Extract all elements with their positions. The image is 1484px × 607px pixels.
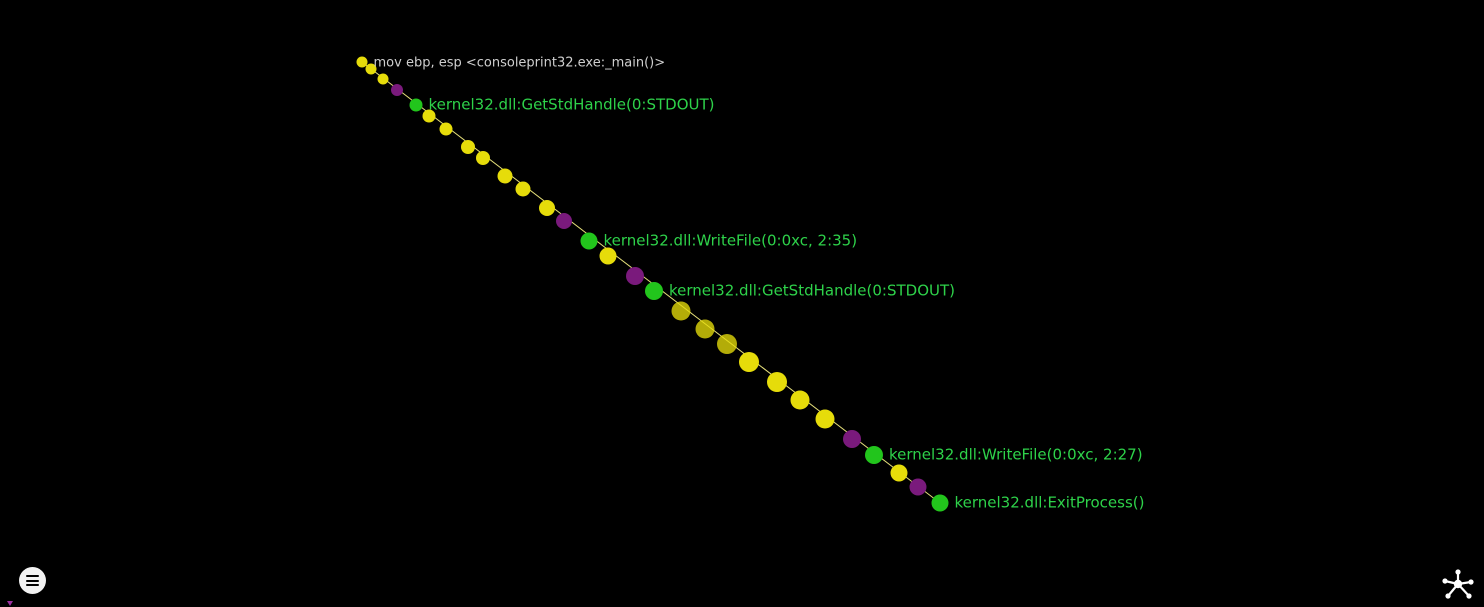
instruction-node[interactable]	[739, 352, 759, 372]
instruction-node[interactable]	[890, 464, 908, 482]
instruction-node[interactable]	[695, 319, 715, 339]
instruction-node[interactable]	[717, 334, 737, 354]
instruction-node[interactable]	[671, 301, 691, 321]
instruction-node[interactable]	[515, 181, 531, 197]
instruction-node[interactable]	[767, 372, 787, 392]
instruction-node[interactable]	[422, 109, 436, 123]
instruction-node[interactable]	[497, 168, 513, 184]
instruction-node[interactable]	[599, 247, 617, 265]
instruction-node[interactable]	[461, 140, 475, 154]
instruction-node[interactable]	[377, 73, 389, 85]
corner-marker-icon	[7, 601, 13, 606]
instruction-node[interactable]	[815, 409, 835, 429]
instruction-node[interactable]	[439, 122, 453, 136]
api-call-node[interactable]	[409, 98, 423, 112]
jump-node[interactable]	[556, 213, 572, 229]
jump-node[interactable]	[909, 478, 927, 496]
trace-edge	[361, 61, 941, 504]
jump-node[interactable]	[843, 430, 861, 448]
jump-node[interactable]	[391, 84, 403, 96]
api-call-node[interactable]	[580, 232, 598, 250]
api-call-node[interactable]	[931, 494, 949, 512]
instruction-node[interactable]	[356, 56, 368, 68]
trace-node-layer	[356, 56, 949, 512]
root-node-label: mov ebp, esp <consoleprint32.exe:_main()…	[374, 56, 666, 71]
api-call-label: kernel32.dll:GetStdHandle(0:STDOUT)	[429, 96, 715, 114]
api-call-label: kernel32.dll:WriteFile(0:0xc, 2:35)	[604, 232, 858, 250]
jump-node[interactable]	[626, 267, 644, 285]
instruction-node[interactable]	[790, 390, 810, 410]
instruction-node[interactable]	[365, 63, 377, 75]
api-call-label: kernel32.dll:WriteFile(0:0xc, 2:27)	[889, 446, 1143, 464]
api-call-label: kernel32.dll:GetStdHandle(0:STDOUT)	[669, 282, 955, 300]
trace-label-layer: mov ebp, esp <consoleprint32.exe:_main()…	[374, 56, 1145, 512]
menu-button[interactable]	[19, 567, 46, 594]
instruction-node[interactable]	[476, 151, 490, 165]
api-call-label: kernel32.dll:ExitProcess()	[955, 494, 1145, 512]
instruction-node[interactable]	[539, 200, 555, 216]
api-call-node[interactable]	[865, 446, 883, 464]
api-call-node[interactable]	[645, 282, 663, 300]
graph-network-icon	[1442, 569, 1474, 599]
graph-layout-button[interactable]	[1441, 568, 1475, 600]
